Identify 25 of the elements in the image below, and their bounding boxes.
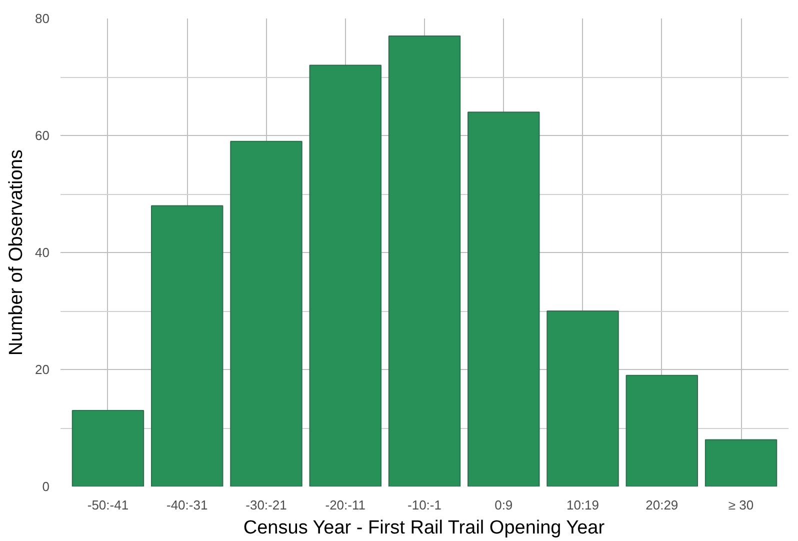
x-axis-title: Census Year - First Rail Trail Opening Year: [243, 518, 606, 538]
x-tick-label: ≥ 30: [728, 498, 754, 512]
bar: [72, 410, 144, 486]
x-tick-label: 0:9: [494, 498, 513, 512]
y-tick-label: 40: [35, 245, 50, 260]
x-tick-label: -10:-1: [408, 498, 442, 512]
bar: [151, 205, 224, 486]
y-tick-label: 0: [42, 479, 50, 494]
x-tick-label: 10:19: [566, 498, 600, 512]
bar: [388, 36, 461, 486]
x-tick-label: -20:-11: [325, 498, 366, 512]
y-tick-label: 60: [35, 128, 50, 143]
bar: [309, 64, 382, 486]
bar: [230, 140, 302, 486]
bar: [626, 374, 698, 486]
x-tick-label: 20:29: [646, 498, 678, 512]
x-tick-label: -40:-31: [166, 498, 208, 512]
x-tick-label: -50:-41: [87, 498, 129, 512]
bar: [704, 439, 778, 486]
y-tick-label: 20: [35, 362, 50, 377]
x-tick-label: -30:-21: [246, 498, 287, 512]
y-axis-title: Number of Observations: [6, 150, 28, 356]
bar: [546, 310, 619, 486]
y-tick-label: 80: [35, 11, 50, 26]
bar: [468, 112, 540, 486]
